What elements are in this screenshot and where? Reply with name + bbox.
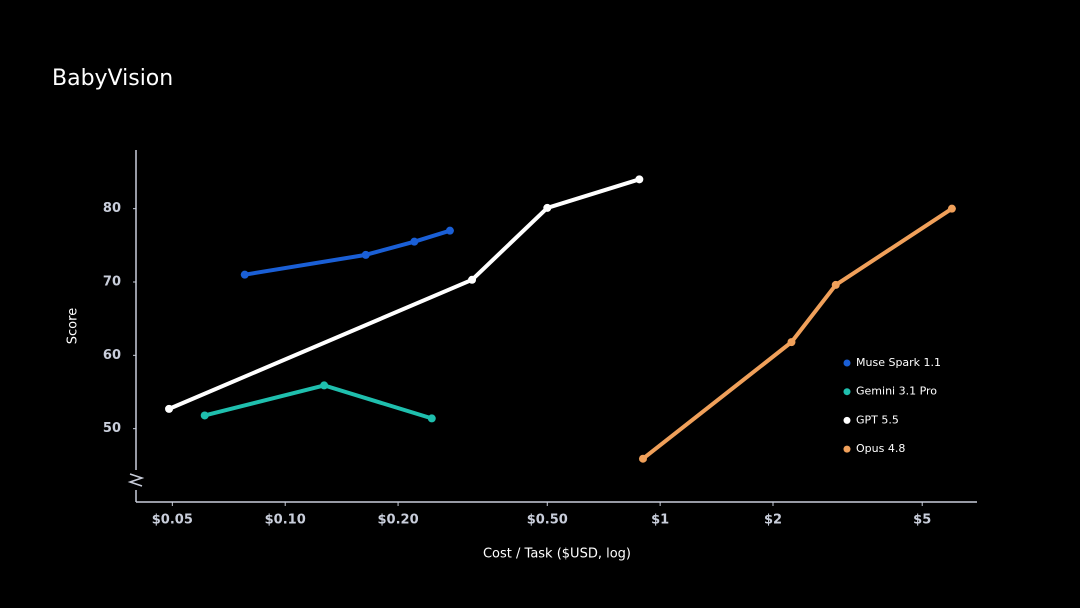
legend-swatch bbox=[843, 416, 851, 424]
series-line bbox=[204, 383, 433, 421]
x-tick-label: $1 bbox=[651, 513, 669, 528]
point bbox=[200, 411, 209, 420]
y-tick-label: 80 bbox=[103, 201, 121, 216]
y-tick-label: 60 bbox=[103, 348, 121, 363]
point bbox=[240, 270, 249, 279]
point bbox=[468, 275, 477, 284]
legend-swatch bbox=[843, 388, 851, 396]
y-tick-label: 50 bbox=[103, 421, 121, 436]
legend-label: GPT 5.5 bbox=[856, 413, 899, 426]
legend-label: Opus 4.8 bbox=[856, 442, 905, 455]
legend-swatch bbox=[843, 359, 851, 367]
point bbox=[361, 250, 370, 259]
chart-title: BabyVision bbox=[52, 66, 173, 91]
x-tick-label: $0.05 bbox=[152, 513, 193, 528]
x-tick-label: $0.50 bbox=[527, 513, 568, 528]
point bbox=[947, 204, 956, 213]
x-tick-label: $0.20 bbox=[378, 513, 419, 528]
point bbox=[445, 226, 454, 235]
point bbox=[543, 203, 552, 212]
x-tick-label: $0.10 bbox=[265, 513, 306, 528]
point bbox=[427, 414, 436, 423]
series-line bbox=[168, 177, 640, 411]
legend-label: Gemini 3.1 Pro bbox=[856, 385, 937, 398]
point bbox=[638, 454, 647, 463]
x-axis-label: Cost / Task ($USD, log) bbox=[483, 547, 631, 562]
point bbox=[410, 237, 419, 246]
y-tick-label: 70 bbox=[103, 275, 121, 290]
point bbox=[165, 404, 174, 413]
y-axis-label: Score bbox=[66, 308, 81, 344]
series-line bbox=[244, 228, 451, 277]
x-tick-label: $5 bbox=[913, 513, 931, 528]
legend-swatch bbox=[843, 445, 851, 453]
series-line bbox=[641, 206, 953, 461]
axis-break bbox=[127, 473, 145, 487]
x-tick-label: $2 bbox=[764, 513, 782, 528]
point bbox=[635, 175, 644, 184]
point bbox=[831, 280, 840, 289]
point bbox=[787, 338, 796, 347]
legend-label: Muse Spark 1.1 bbox=[856, 356, 941, 369]
point bbox=[320, 381, 329, 390]
